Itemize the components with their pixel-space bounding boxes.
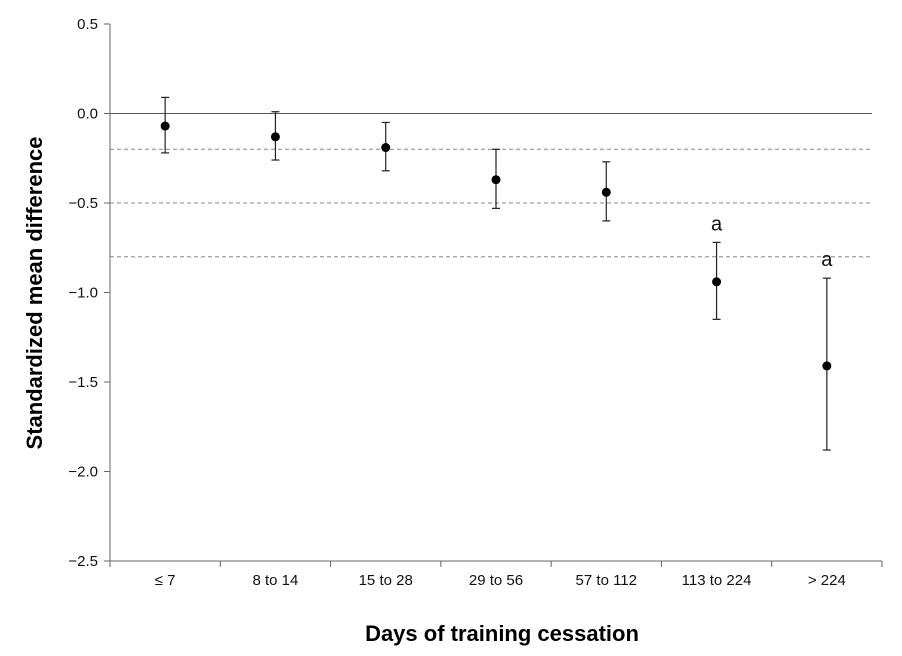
data-point bbox=[491, 175, 501, 185]
data-point bbox=[381, 143, 391, 153]
x-tick-label: > 224 bbox=[808, 572, 846, 589]
x-tick-label: 57 to 112 bbox=[576, 572, 637, 589]
x-axis-title: Days of training cessation bbox=[365, 621, 639, 646]
y-tick-label: −1.0 bbox=[68, 285, 98, 302]
data-point bbox=[270, 132, 280, 142]
x-tick-label: 29 to 56 bbox=[469, 572, 523, 589]
y-tick-label: 0.0 bbox=[77, 106, 98, 123]
y-tick-label: 0.5 bbox=[77, 16, 98, 33]
data-points bbox=[160, 121, 832, 371]
y-tick-label: −1.5 bbox=[68, 374, 98, 391]
x-tick-label: 8 to 14 bbox=[252, 572, 298, 589]
significance-annotation: a bbox=[711, 213, 723, 235]
data-point bbox=[160, 121, 170, 131]
data-point bbox=[712, 277, 722, 287]
data-point bbox=[601, 187, 611, 197]
y-tick-label: −0.5 bbox=[68, 195, 98, 212]
x-tick-label: ≤ 7 bbox=[155, 572, 176, 589]
y-tick-label: −2.0 bbox=[68, 464, 98, 481]
significance-annotation: a bbox=[821, 249, 833, 271]
x-axis: ≤ 7 8 to 14 15 to 28 29 to 56 57 to 112 113 t… bbox=[109, 560, 883, 589]
data-point bbox=[822, 361, 832, 371]
error-bars bbox=[161, 96, 831, 451]
y-axis-title: Standardized mean difference bbox=[22, 137, 47, 450]
y-tick-label: −2.5 bbox=[68, 553, 98, 570]
x-tick-label: 113 to 224 bbox=[682, 572, 752, 589]
reference-lines bbox=[110, 113, 872, 258]
x-tick-label: 15 to 28 bbox=[359, 572, 413, 589]
annotations: aa bbox=[711, 213, 833, 271]
y-axis: 0.5 0.0 −0.5 −1.0 −1.5 −2.0 −2.5 bbox=[68, 16, 111, 570]
